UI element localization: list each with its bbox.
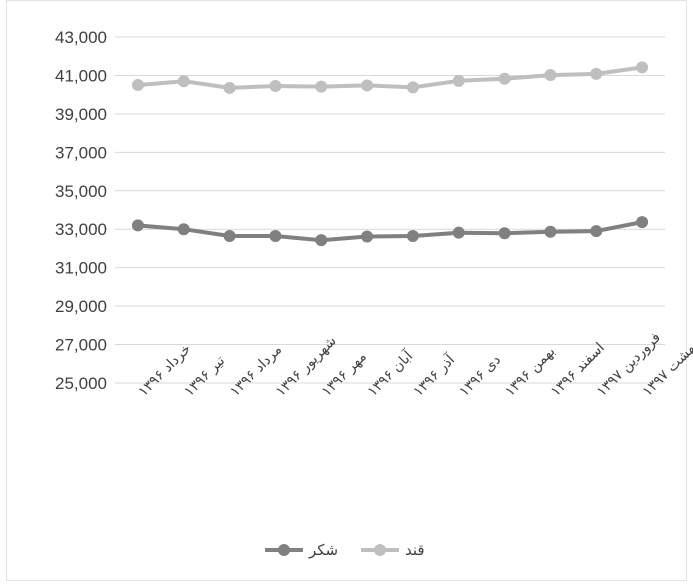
data-point-1 (452, 226, 465, 239)
data-point-1 (269, 229, 282, 242)
data-point-0 (131, 79, 144, 92)
legend-label: قند (405, 541, 425, 559)
y-tick-label: 31,000 (55, 259, 107, 278)
data-point-0 (223, 81, 236, 94)
data-point-0 (177, 75, 190, 88)
y-tick-label: 29,000 (55, 297, 107, 316)
y-tick-label: 39,000 (55, 105, 107, 124)
data-point-0 (269, 80, 282, 93)
data-point-1 (590, 225, 603, 238)
data-point-1 (406, 229, 419, 242)
data-point-0 (406, 81, 419, 94)
y-tick-label: 35,000 (55, 182, 107, 201)
series-lines (131, 61, 649, 247)
y-tick-label: 33,000 (55, 220, 107, 239)
data-point-1 (315, 234, 328, 247)
data-point-0 (452, 74, 465, 87)
legend-label: شکر (308, 541, 338, 559)
y-tick-label: 27,000 (55, 336, 107, 355)
data-point-1 (498, 227, 511, 240)
chart-area-border (6, 0, 687, 581)
data-point-1 (223, 229, 236, 242)
series-line-1 (137, 220, 643, 243)
legend-swatch-marker (278, 544, 290, 556)
data-point-0 (544, 69, 557, 82)
data-point-0 (361, 79, 374, 92)
y-tick-label: 43,000 (55, 28, 107, 47)
legend-swatch-marker (374, 544, 386, 556)
data-point-1 (361, 230, 374, 243)
data-point-0 (498, 72, 511, 85)
legend: شکر قند (265, 541, 425, 559)
data-point-1 (544, 225, 557, 238)
y-tick-label: 25,000 (55, 374, 107, 393)
y-axis-tick-labels: 25,000 27,000 29,000 31,000 33,000 35,000 37,0… (55, 28, 107, 393)
data-point-0 (590, 67, 603, 80)
y-tick-label: 37,000 (55, 143, 107, 162)
data-point-1 (636, 216, 649, 229)
gridlines (115, 36, 665, 384)
y-tick-label: 41,000 (55, 66, 107, 85)
data-point-1 (131, 219, 144, 232)
data-point-1 (177, 223, 190, 236)
data-point-0 (636, 61, 649, 74)
data-point-0 (315, 80, 328, 93)
series-line-0 (137, 65, 643, 90)
